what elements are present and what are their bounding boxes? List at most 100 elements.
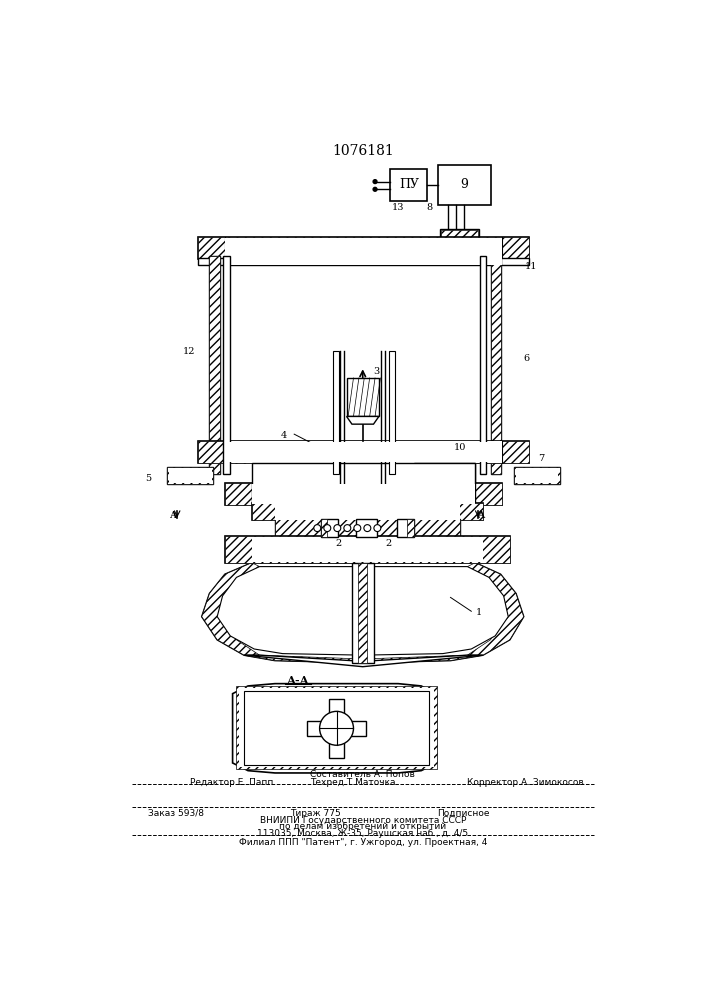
Bar [480, 256, 486, 474]
Bar [198, 258, 529, 265]
Bar [252, 463, 475, 505]
Text: 2: 2 [386, 539, 392, 548]
Polygon shape [467, 563, 524, 655]
Polygon shape [244, 655, 483, 663]
Bar [167, 467, 214, 484]
Bar [252, 537, 483, 562]
Bar [167, 467, 214, 484]
Circle shape [314, 525, 321, 532]
Text: 7: 7 [538, 454, 544, 463]
Bar [346, 378, 379, 416]
Text: 6: 6 [524, 354, 530, 363]
Bar [236, 686, 437, 769]
Bar [491, 256, 501, 474]
Polygon shape [217, 567, 508, 655]
Bar [225, 238, 502, 258]
Bar [514, 467, 560, 484]
Bar [397, 519, 414, 537]
Circle shape [374, 525, 381, 532]
Polygon shape [346, 416, 379, 424]
Text: Филиал ППП "Патент", г. Ужгород, ул. Проектная, 4: Филиал ППП "Патент", г. Ужгород, ул. Про… [238, 838, 487, 847]
Circle shape [324, 525, 331, 532]
Bar [252, 503, 483, 520]
Bar [389, 351, 395, 474]
Text: А: А [170, 511, 177, 520]
Bar [275, 519, 460, 537]
Bar [225, 483, 502, 505]
Bar [356, 519, 378, 537]
Text: 1076181: 1076181 [332, 144, 394, 158]
Text: 3: 3 [373, 367, 380, 376]
Circle shape [344, 525, 351, 532]
Text: Составитель А. Попов: Составитель А. Попов [310, 770, 415, 779]
Text: 12: 12 [182, 347, 195, 356]
Bar [239, 688, 434, 767]
Bar [514, 467, 560, 484]
Bar [225, 442, 502, 462]
Polygon shape [201, 563, 259, 655]
Bar [414, 463, 475, 484]
Bar [321, 519, 327, 537]
Bar [438, 165, 491, 205]
Text: 113035, Москва, Ж-35, Раушская наб., д. 4/5: 113035, Москва, Ж-35, Раушская наб., д. … [257, 829, 468, 838]
Text: Заказ 593/8: Заказ 593/8 [148, 808, 204, 818]
Text: 10: 10 [454, 443, 466, 452]
Bar [209, 256, 221, 474]
Circle shape [354, 525, 361, 532]
Bar [414, 463, 475, 484]
Bar [390, 169, 428, 201]
Text: А-А: А-А [287, 675, 310, 686]
Bar [491, 256, 501, 474]
Bar [198, 237, 529, 259]
Text: по делам изобретений и открытий: по делам изобретений и открытий [279, 822, 446, 831]
Circle shape [334, 525, 341, 532]
Bar [225, 483, 502, 505]
Bar [252, 503, 483, 520]
Circle shape [320, 711, 354, 745]
Polygon shape [233, 684, 437, 773]
Bar [209, 256, 221, 474]
Bar [198, 441, 529, 463]
Bar [170, 468, 212, 483]
Polygon shape [201, 563, 524, 663]
Bar [225, 536, 510, 563]
Bar [308, 721, 366, 736]
Text: 11: 11 [525, 262, 537, 271]
Text: Редактор Е. Папп: Редактор Е. Папп [190, 778, 274, 787]
Circle shape [373, 187, 377, 191]
Bar [440, 229, 479, 239]
Circle shape [364, 525, 370, 532]
Text: ПУ: ПУ [399, 178, 419, 191]
Bar [407, 519, 414, 537]
Text: Подписное: Подписное [437, 808, 489, 818]
Bar [358, 563, 368, 663]
Bar [333, 351, 339, 474]
Bar [225, 536, 510, 563]
Bar [441, 230, 478, 239]
Bar [198, 441, 529, 463]
Bar [352, 563, 373, 663]
Bar [225, 258, 502, 265]
Text: А: А [478, 511, 485, 520]
Polygon shape [244, 655, 483, 667]
Text: 13: 13 [392, 203, 404, 212]
Text: 4: 4 [281, 431, 287, 440]
Bar [275, 504, 460, 520]
Bar [516, 468, 559, 483]
Bar [321, 519, 338, 537]
Text: 9: 9 [460, 178, 468, 191]
Text: Тираж 775: Тираж 775 [291, 808, 341, 818]
Text: ВНИИПИ Государственного комитета СССР: ВНИИПИ Государственного комитета СССР [259, 816, 466, 825]
Bar [198, 237, 529, 259]
Text: 2: 2 [335, 539, 341, 548]
Bar [244, 691, 429, 765]
Bar [275, 519, 460, 537]
Bar [223, 256, 230, 474]
Bar [225, 441, 502, 463]
Text: Корректор А. Зимокосов: Корректор А. Зимокосов [467, 778, 584, 787]
Text: 8: 8 [426, 203, 433, 212]
Text: Техред Т.Маточка: Техред Т.Маточка [310, 778, 395, 787]
Bar [329, 699, 344, 758]
Text: 1: 1 [476, 608, 482, 617]
Text: 5: 5 [145, 474, 151, 483]
